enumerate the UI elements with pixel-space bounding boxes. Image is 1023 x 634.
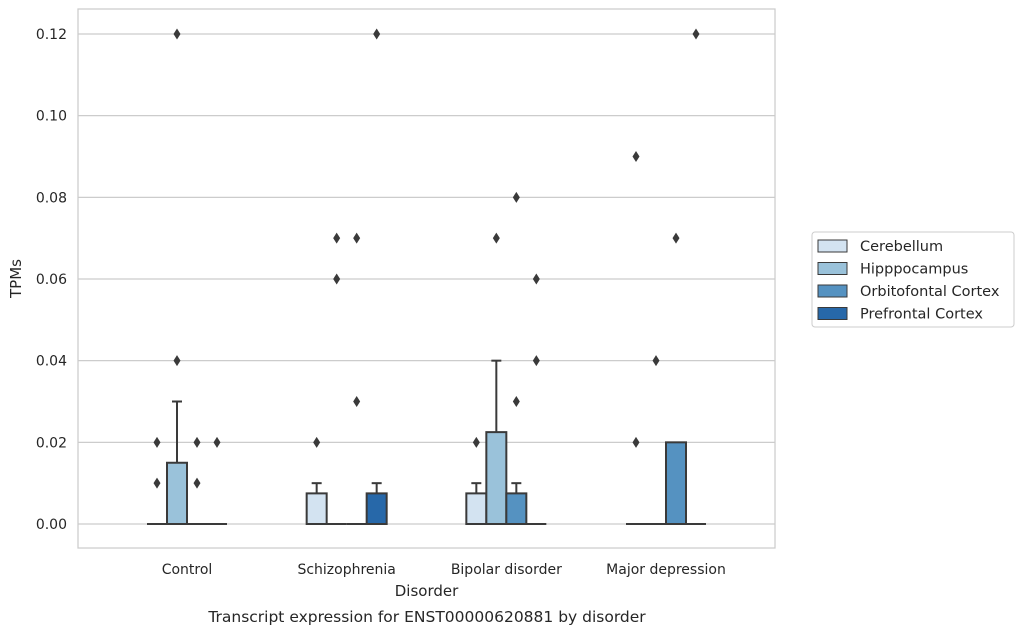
outlier-point — [193, 436, 201, 448]
legend-swatch — [817, 284, 848, 298]
legend-label: Hipppocampus — [860, 262, 968, 278]
y-tick-label: 0.02 — [36, 435, 67, 451]
box-orbitofontal-cortex — [665, 441, 687, 526]
outlier-point — [692, 28, 700, 40]
outlier-point — [153, 477, 161, 489]
outlier-point — [532, 355, 540, 367]
y-tick-label: 0.04 — [36, 354, 67, 370]
y-tick-label: 0.08 — [36, 190, 67, 206]
box-body — [665, 441, 687, 526]
y-axis-ticks: 0.00 0.02 0.04 0.06 0.08 0.10 0.12 — [36, 27, 67, 533]
outlier-point — [333, 232, 341, 244]
outlier-point — [632, 151, 640, 162]
outlier-point — [512, 396, 520, 407]
box-hipppocampus — [485, 359, 508, 525]
x-tick-label: Schizophrenia — [297, 562, 395, 578]
x-tick-label: Control — [162, 562, 213, 578]
outlier-point — [333, 273, 341, 285]
outlier-point — [512, 191, 520, 203]
legend-swatch — [817, 262, 848, 275]
chart-caption: Transcript expression for ENST0000062088… — [207, 608, 646, 626]
outlier-point — [672, 232, 680, 244]
outlier-point — [173, 355, 181, 367]
legend-label: Orbitofontal Cortex — [860, 284, 1000, 300]
box-body — [465, 492, 488, 525]
outliers-layer — [153, 28, 700, 489]
legend-label: Prefrontal Cortex — [860, 307, 983, 323]
outlier-point — [532, 273, 540, 285]
outlier-point — [492, 232, 500, 244]
box-body — [485, 431, 508, 525]
legend-box — [811, 231, 1015, 328]
outlier-point — [373, 28, 381, 40]
box-body — [505, 492, 528, 525]
legend-label: Cerebellum — [860, 239, 943, 255]
box-body — [305, 492, 328, 525]
x-axis-label: Disorder — [395, 582, 459, 600]
y-tick-label: 0.06 — [36, 272, 67, 288]
outlier-point — [353, 396, 361, 407]
outlier-point — [353, 232, 361, 244]
box-body — [166, 461, 188, 525]
box-cerebellum — [465, 482, 488, 525]
y-tick-label: 0.10 — [36, 109, 67, 125]
box-hipppocampus — [166, 400, 188, 525]
y-axis-label: TPMs — [7, 259, 25, 299]
outlier-point — [313, 436, 321, 448]
x-tick-label: Major depression — [606, 562, 726, 578]
legend-swatch — [817, 239, 848, 253]
legend: Cerebellum Hipppocampus Orbitofontal Corte… — [811, 231, 1015, 328]
y-tick-label: 0.12 — [36, 27, 67, 43]
legend-swatch — [817, 307, 848, 320]
plot-frame — [77, 8, 776, 549]
outlier-point — [652, 355, 660, 367]
x-axis-ticks: Control Schizophrenia Bipolar disorder Majo… — [162, 562, 726, 578]
box-orbitofontal-cortex — [505, 482, 528, 525]
box-body — [365, 492, 388, 525]
outlier-point — [472, 436, 480, 448]
boxes-layer — [147, 359, 706, 526]
box-cerebellum — [305, 482, 328, 525]
box-prefrontal-cortex — [365, 482, 388, 525]
outlier-point — [193, 477, 201, 489]
outlier-point — [632, 436, 640, 448]
x-tick-label: Bipolar disorder — [451, 562, 562, 578]
outlier-point — [213, 436, 221, 448]
y-tick-label: 0.00 — [36, 517, 67, 533]
outlier-point — [153, 436, 161, 448]
outlier-point — [173, 28, 181, 40]
